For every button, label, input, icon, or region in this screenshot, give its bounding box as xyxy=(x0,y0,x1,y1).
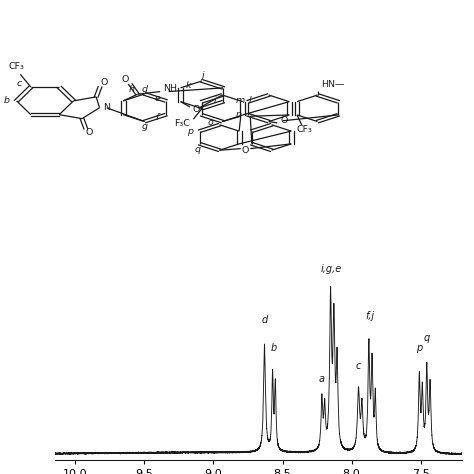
Text: b: b xyxy=(3,96,9,105)
Text: CF₃: CF₃ xyxy=(9,63,25,72)
Text: N: N xyxy=(104,103,110,112)
Text: a: a xyxy=(319,374,325,384)
Text: F₃C: F₃C xyxy=(174,119,190,128)
Text: q: q xyxy=(194,145,201,154)
Text: j: j xyxy=(201,71,203,80)
Text: h: h xyxy=(129,85,135,94)
Text: NH: NH xyxy=(164,84,178,93)
Text: O: O xyxy=(86,128,93,137)
Text: O: O xyxy=(280,116,288,125)
Text: f: f xyxy=(155,113,159,122)
Text: O: O xyxy=(192,105,200,114)
Text: f,j: f,j xyxy=(365,311,374,321)
Text: n: n xyxy=(236,109,241,118)
Text: d: d xyxy=(142,85,147,94)
Text: e: e xyxy=(155,94,160,103)
Text: p: p xyxy=(187,127,193,136)
Text: c: c xyxy=(356,361,361,372)
Text: i: i xyxy=(213,96,216,105)
Text: p: p xyxy=(416,343,422,353)
Text: i,g,e: i,g,e xyxy=(321,264,342,274)
Text: b: b xyxy=(271,343,277,353)
Text: g: g xyxy=(142,122,147,131)
Text: l: l xyxy=(249,96,252,105)
Text: O: O xyxy=(242,146,249,155)
Text: o: o xyxy=(208,118,214,127)
Text: c: c xyxy=(16,79,22,88)
Text: CF₃: CF₃ xyxy=(296,125,312,134)
Text: O: O xyxy=(100,78,108,87)
Text: HN—: HN— xyxy=(321,80,345,89)
Text: O: O xyxy=(122,75,129,84)
Text: m: m xyxy=(236,96,245,105)
Text: q: q xyxy=(424,333,430,343)
Text: k: k xyxy=(185,81,191,90)
Text: d: d xyxy=(262,315,268,325)
